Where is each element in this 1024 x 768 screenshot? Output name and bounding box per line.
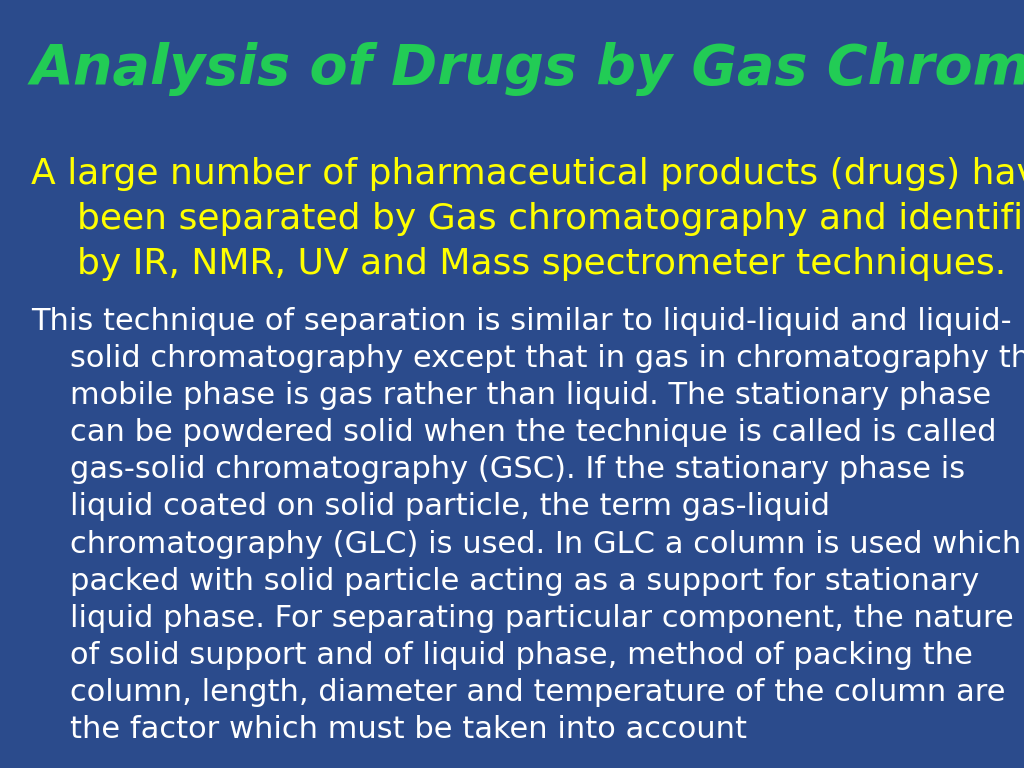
Text: Analysis of Drugs by Gas Chromatography: Analysis of Drugs by Gas Chromatography	[31, 42, 1024, 96]
Text: A large number of pharmaceutical products (drugs) have
    been separated by Gas: A large number of pharmaceutical product…	[31, 157, 1024, 281]
Text: This technique of separation is similar to liquid-liquid and liquid-
    solid c: This technique of separation is similar …	[31, 307, 1024, 743]
